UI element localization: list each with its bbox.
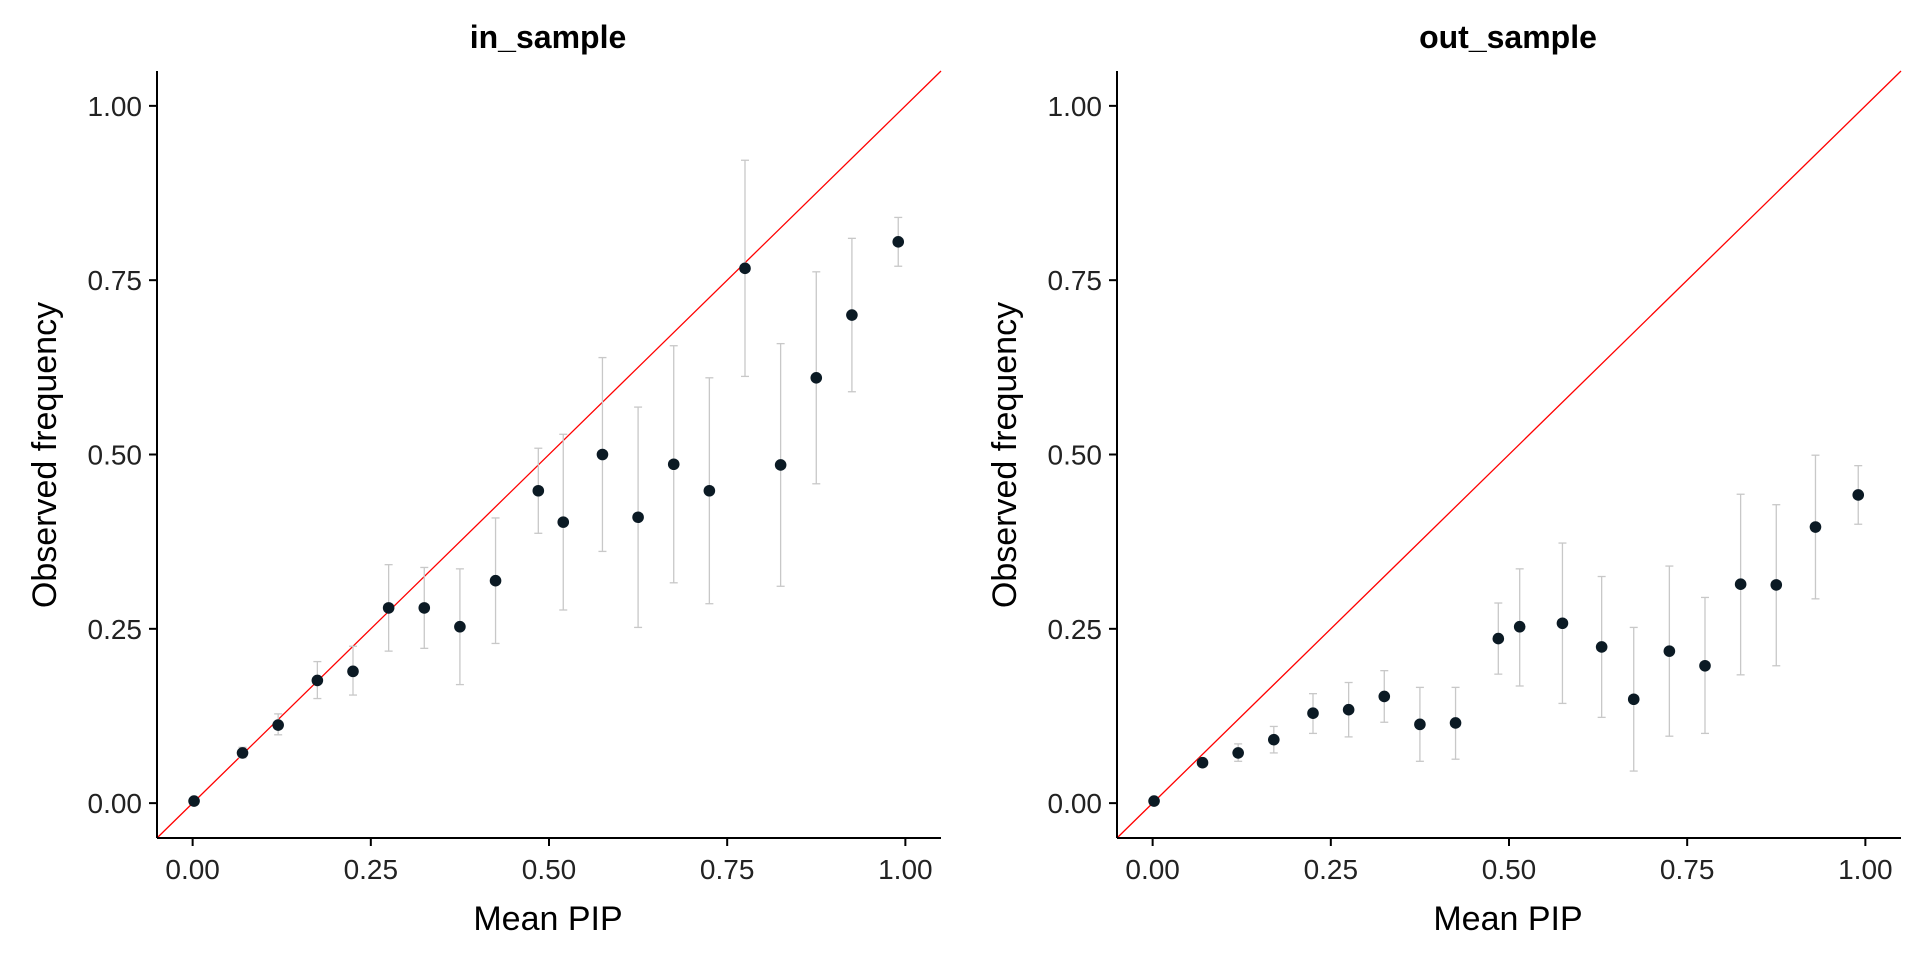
y-tick-label: 1.00 bbox=[1048, 91, 1103, 122]
data-point bbox=[596, 448, 609, 461]
data-point bbox=[1770, 579, 1783, 591]
data-point bbox=[1809, 521, 1822, 533]
panel-in-sample: in_sample Mean PIP Observed frequency 0.… bbox=[26, 19, 942, 938]
y-axis-title: Observed frequency bbox=[26, 302, 64, 608]
data-point bbox=[1663, 645, 1676, 657]
data-point bbox=[739, 262, 751, 275]
data-point bbox=[892, 236, 905, 248]
y-tick-label: 0.00 bbox=[88, 788, 143, 819]
data-point bbox=[1414, 718, 1426, 731]
data-point bbox=[1734, 578, 1747, 590]
y-tick-label: 0.25 bbox=[1048, 614, 1103, 645]
data-point bbox=[347, 665, 359, 678]
data-point bbox=[667, 458, 680, 471]
data-point bbox=[1852, 489, 1865, 501]
data-point bbox=[532, 484, 545, 497]
data-point bbox=[1627, 693, 1640, 706]
axis-layer: 0.00 0.25 0.50 0.75 1.00 0.00 0.25 0.50 0.75 1.00 bbox=[1048, 71, 1901, 885]
x-tick-label: 0.50 bbox=[1482, 854, 1537, 885]
reference-line bbox=[156, 70, 942, 839]
data-point bbox=[1342, 703, 1355, 716]
data-point bbox=[382, 602, 395, 614]
x-tick-label: 0.25 bbox=[1304, 854, 1359, 885]
data-point bbox=[1232, 747, 1244, 759]
data-point bbox=[236, 747, 249, 759]
data-point bbox=[454, 620, 466, 633]
data-point bbox=[1268, 733, 1280, 746]
data-point bbox=[1595, 641, 1608, 653]
axis-layer: 0.00 0.25 0.50 0.75 1.00 0.00 0.25 0.50 0.75 1.00 bbox=[88, 71, 941, 885]
data-point bbox=[311, 674, 324, 687]
y-tick-label: 0.75 bbox=[1048, 265, 1103, 296]
x-axis-title: Mean PIP bbox=[1433, 900, 1582, 938]
x-tick-label: 0.50 bbox=[522, 854, 577, 885]
data-point bbox=[1196, 756, 1209, 769]
data-point bbox=[1449, 717, 1462, 729]
data-point bbox=[1513, 620, 1526, 633]
reference-line-layer bbox=[1116, 70, 1902, 839]
y-tick-label: 1.00 bbox=[88, 91, 143, 122]
x-tick-label: 0.00 bbox=[1125, 854, 1180, 885]
error-bar-layer bbox=[1150, 454, 1863, 803]
data-point bbox=[1699, 659, 1711, 672]
data-point bbox=[810, 372, 823, 384]
data-point bbox=[188, 795, 200, 807]
y-tick-label: 0.50 bbox=[88, 440, 143, 471]
y-tick-label: 0.50 bbox=[1048, 440, 1103, 471]
x-tick-label: 1.00 bbox=[1838, 854, 1893, 885]
x-tick-label: 1.00 bbox=[878, 854, 933, 885]
data-point bbox=[1378, 690, 1391, 703]
data-point bbox=[1492, 632, 1505, 645]
reference-line-layer bbox=[156, 70, 942, 839]
y-tick-label: 0.75 bbox=[88, 265, 143, 296]
data-point bbox=[846, 309, 858, 321]
data-point bbox=[557, 516, 570, 528]
data-point bbox=[418, 602, 431, 614]
data-point bbox=[1556, 617, 1569, 630]
data-point bbox=[272, 719, 284, 731]
panel-title: in_sample bbox=[470, 19, 627, 55]
x-tick-label: 0.75 bbox=[1660, 854, 1715, 885]
y-tick-label: 0.25 bbox=[88, 614, 143, 645]
data-point bbox=[774, 459, 787, 471]
panel-out-sample: out_sample Mean PIP Observed frequency 0… bbox=[986, 19, 1902, 938]
y-axis-title: Observed frequency bbox=[986, 302, 1024, 608]
point-layer bbox=[188, 236, 905, 807]
x-tick-label: 0.00 bbox=[165, 854, 220, 885]
y-tick-label: 0.00 bbox=[1048, 788, 1103, 819]
x-axis-title: Mean PIP bbox=[473, 900, 622, 938]
data-point bbox=[632, 511, 644, 524]
data-point bbox=[489, 574, 502, 587]
reference-line bbox=[1116, 70, 1902, 839]
data-point bbox=[1148, 795, 1160, 807]
point-layer bbox=[1148, 489, 1865, 807]
panel-title: out_sample bbox=[1419, 19, 1597, 55]
error-bar-layer bbox=[190, 159, 903, 803]
x-tick-label: 0.25 bbox=[344, 854, 399, 885]
data-point bbox=[1307, 707, 1319, 719]
x-tick-label: 0.75 bbox=[700, 854, 755, 885]
data-point bbox=[703, 484, 716, 497]
